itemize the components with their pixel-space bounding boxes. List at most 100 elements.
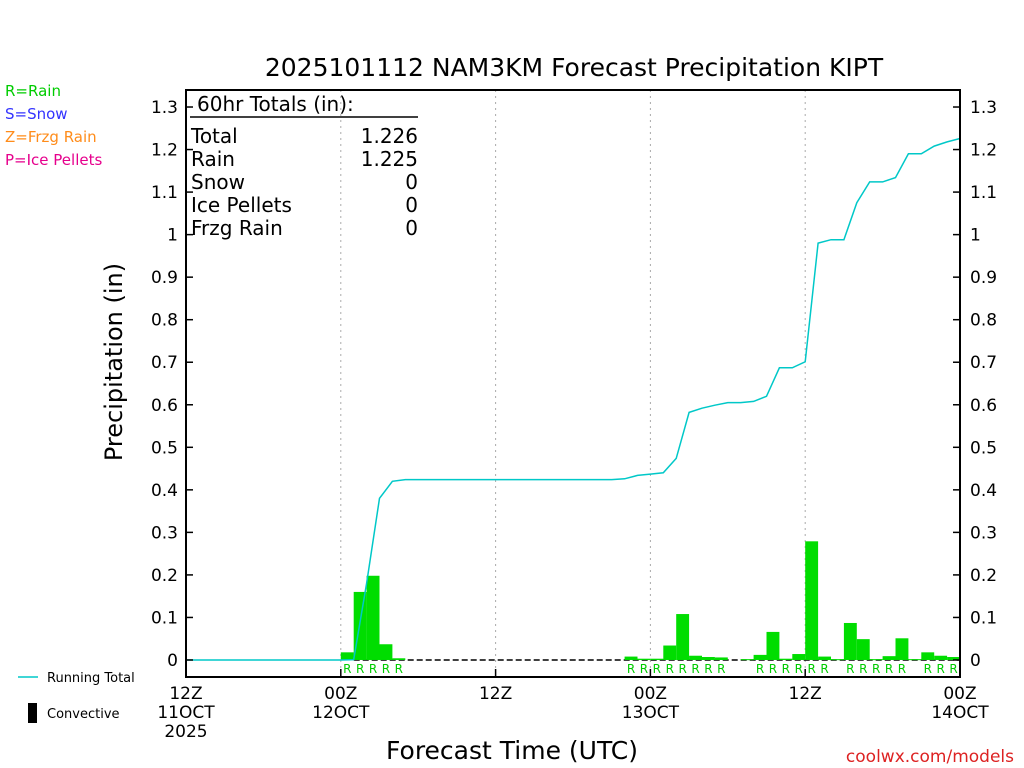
convective-legend-label: Convective — [47, 707, 120, 722]
y-tick-label: 1 — [167, 226, 178, 246]
x-tick-label: 12Z — [789, 684, 822, 704]
precip-bar — [650, 658, 664, 660]
precip-bar — [624, 656, 638, 660]
plot-frame — [185, 89, 961, 678]
y-tick-label: 0 — [970, 651, 981, 671]
y-tick-label: 1 — [970, 226, 981, 246]
precip-bar — [379, 644, 393, 660]
y-axis-left: 0 0.1 0.2 0.3 0.4 0.5 0.6 0.7 0.8 0.9 1 1.1 1.2 1.3 — [151, 98, 193, 671]
credit-link[interactable]: coolwx.com/models — [846, 747, 1014, 767]
convective-legend-swatch — [28, 703, 37, 723]
ptype-letter: R — [691, 662, 699, 676]
ptype-letter: R — [704, 662, 712, 676]
y-tick-label: 0.7 — [151, 353, 178, 373]
ptype-legend-entry: R=Rain — [5, 82, 61, 100]
y-tick-label: 0.2 — [151, 566, 178, 586]
ptype-letter: R — [924, 662, 932, 676]
ptype-legend: R=Rain S=Snow Z=Frzg Rain P=Ice Pellets — [5, 82, 102, 169]
y-axis-label: Precipitation (in) — [100, 263, 128, 461]
y-tick-label: 0.5 — [151, 438, 178, 458]
x-tick-label: 12OCT — [312, 703, 370, 723]
precip-bar — [689, 655, 702, 660]
x-tick-label: 12Z — [479, 684, 512, 704]
ptype-letter: R — [356, 662, 364, 676]
x-tick-label: 00Z — [634, 684, 667, 704]
totals-row-value: 0 — [405, 193, 418, 217]
totals-heading: 60hr Totals (in): — [197, 92, 354, 116]
totals-row-label: Snow — [191, 170, 245, 194]
y-axis-right: 0 0.1 0.2 0.3 0.4 0.5 0.6 0.7 0.8 0.9 1 1.1 1.2 1.3 — [953, 98, 997, 671]
ptype-letter: R — [678, 662, 686, 676]
ptype-letter: R — [898, 662, 906, 676]
y-tick-label: 1.3 — [970, 98, 997, 118]
precip-bar — [856, 639, 870, 660]
precip-bar — [366, 575, 380, 660]
y-tick-label: 0 — [167, 651, 178, 671]
ptype-letter: R — [820, 662, 828, 676]
y-tick-label: 1.2 — [970, 141, 997, 161]
precip-bar — [882, 656, 896, 660]
precip-bar — [676, 614, 690, 660]
y-tick-label: 1.1 — [151, 183, 178, 203]
ptype-letter: R — [653, 662, 661, 676]
precip-bar — [947, 657, 960, 660]
precip-bar — [702, 657, 715, 660]
y-tick-label: 0.8 — [151, 311, 178, 331]
ptype-letter: R — [872, 662, 880, 676]
y-tick-label: 1.3 — [151, 98, 178, 118]
totals-row-value: 0 — [405, 170, 418, 194]
x-tick-label: 13OCT — [622, 703, 680, 723]
x-tick-label: 00Z — [943, 684, 976, 704]
ptype-letter: R — [395, 662, 403, 676]
ptype-letter: R — [756, 662, 764, 676]
ptype-letter: R — [666, 662, 674, 676]
ptype-letter: R — [846, 662, 854, 676]
precip-bar — [805, 541, 819, 660]
ptype-legend-entry: S=Snow — [5, 105, 68, 123]
x-tick-label: 12Z — [169, 684, 202, 704]
precip-bar — [895, 638, 909, 660]
y-tick-label: 1.2 — [151, 141, 178, 161]
y-tick-label: 0.2 — [970, 566, 997, 586]
totals-row-value: 1.225 — [361, 147, 418, 171]
x-tick-label: 14OCT — [931, 703, 989, 723]
precip-bar — [392, 658, 406, 660]
ptype-letter: R — [627, 662, 635, 676]
running-total-legend-label: Running Total — [47, 671, 135, 686]
ptype-letter: R — [936, 662, 944, 676]
ptype-letter: R — [640, 662, 648, 676]
totals-row-value: 0 — [405, 216, 418, 240]
ptype-letter: R — [782, 662, 790, 676]
totals-row-label: Frzg Rain — [191, 216, 283, 240]
y-tick-label: 0.3 — [151, 523, 178, 543]
ptype-letter: R — [949, 662, 957, 676]
ptype-letter: R — [369, 662, 377, 676]
precip-bar — [792, 654, 806, 660]
x-axis-label: Forecast Time (UTC) — [386, 736, 638, 765]
x-tick-label: 2025 — [164, 722, 207, 742]
precip-bar — [766, 631, 780, 660]
ptype-letter: R — [769, 662, 777, 676]
precip-bar — [869, 659, 883, 661]
totals-row-label: Ice Pellets — [191, 193, 292, 217]
y-tick-label: 1.1 — [970, 183, 997, 203]
y-tick-label: 0.3 — [970, 523, 997, 543]
precip-bar — [753, 654, 767, 660]
y-tick-label: 0.8 — [970, 311, 997, 331]
precip-bar — [637, 658, 651, 660]
y-tick-label: 0.6 — [151, 396, 178, 416]
y-tick-label: 0.5 — [970, 438, 997, 458]
y-tick-label: 0.9 — [151, 268, 178, 288]
precip-bar — [779, 658, 793, 660]
y-tick-label: 0.6 — [970, 396, 997, 416]
series-legend: Running Total Convective — [18, 671, 135, 723]
vertical-gridlines — [340, 90, 806, 677]
ptype-legend-entry: P=Ice Pellets — [5, 151, 102, 169]
y-tick-label: 0.7 — [970, 353, 997, 373]
y-tick-label: 0.9 — [970, 268, 997, 288]
precip-bar — [831, 659, 844, 661]
x-tick-label: 00Z — [324, 684, 357, 704]
precip-bar — [934, 655, 948, 660]
x-tick-label: 11OCT — [157, 703, 215, 723]
